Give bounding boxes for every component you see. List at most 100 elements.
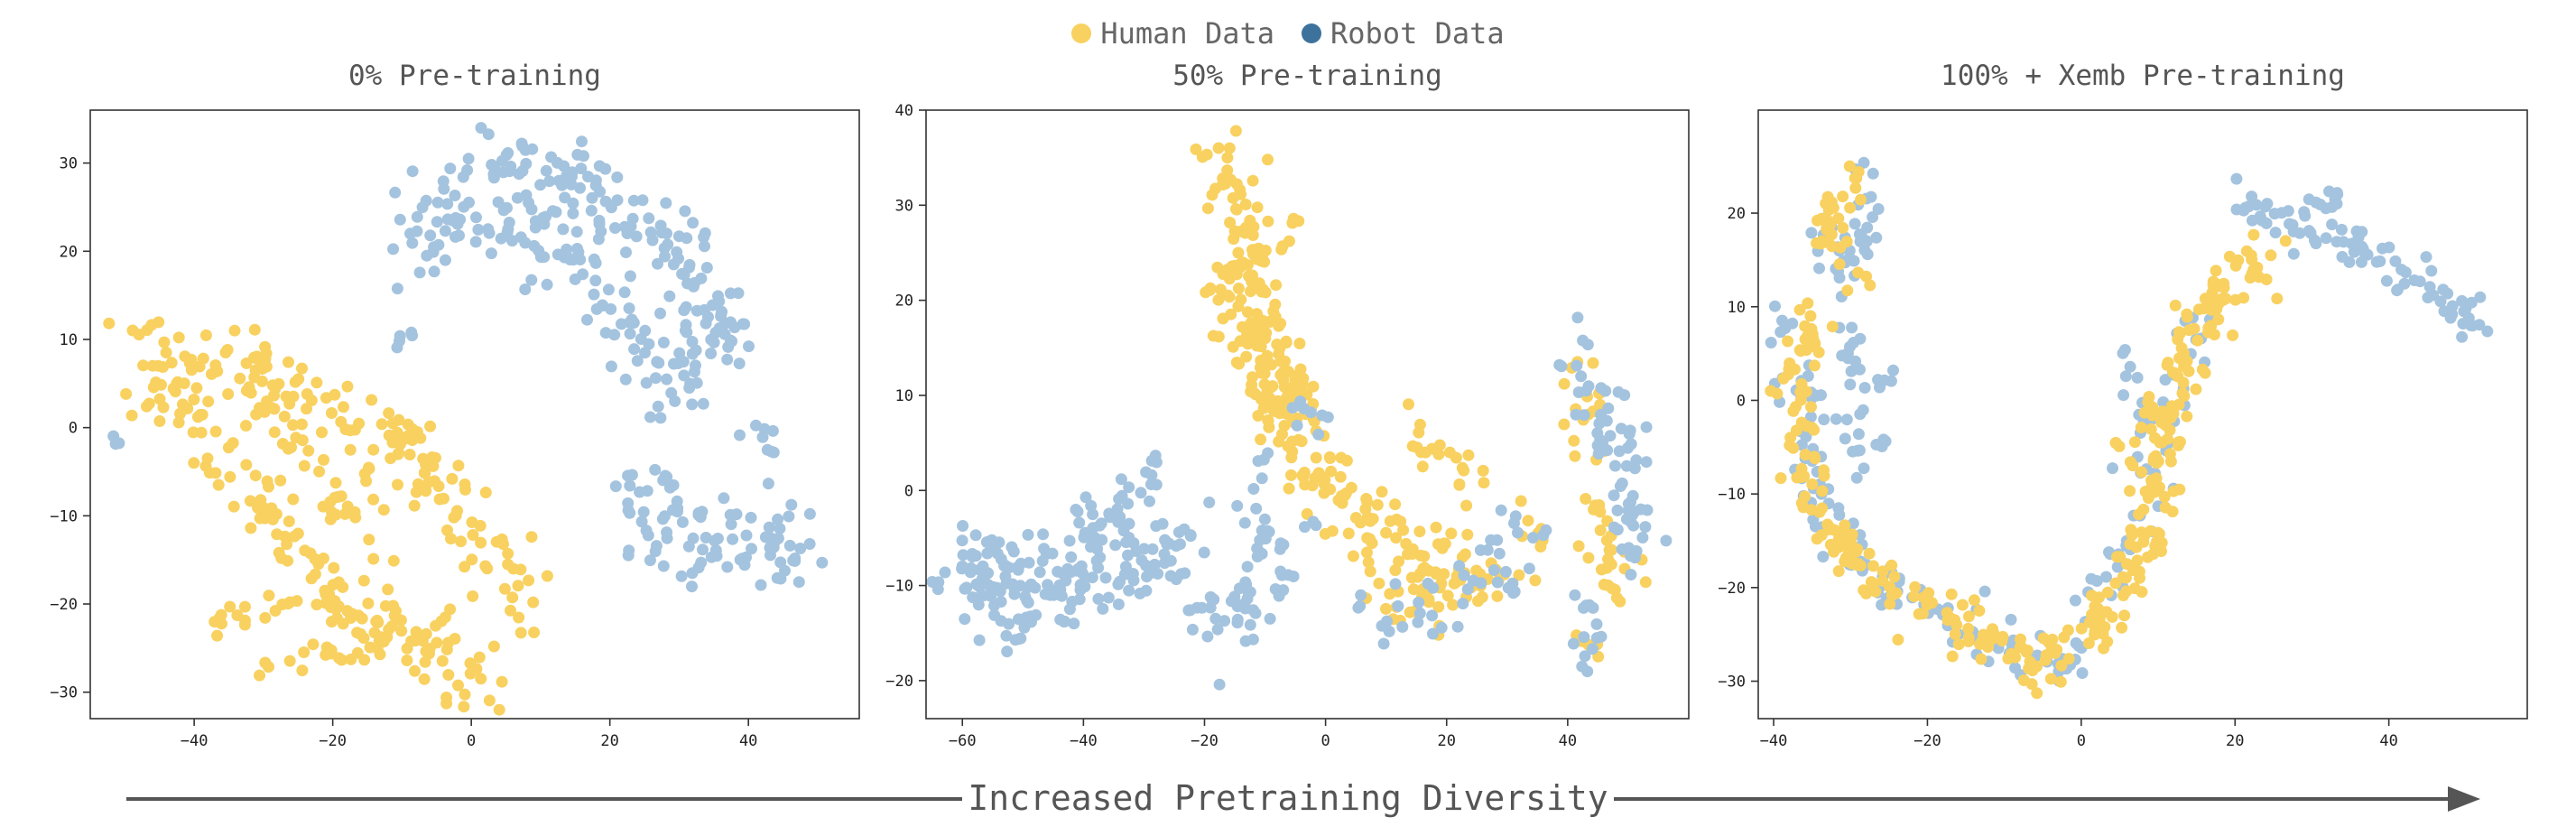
- robot-data-point: [1065, 551, 1078, 563]
- legend-entry-robot: Robot Data: [1302, 16, 1505, 51]
- robot-data-point: [1144, 561, 1157, 573]
- human-data-point: [187, 426, 199, 439]
- robot-data-point: [1427, 581, 1440, 594]
- robot-data-point: [593, 214, 606, 227]
- human-data-point: [1269, 298, 1282, 311]
- robot-data-point: [999, 571, 1012, 582]
- human-data-point: [1251, 201, 1264, 214]
- human-data-point: [269, 383, 282, 395]
- robot-data-point: [816, 556, 829, 569]
- robot-data-point: [1144, 495, 1155, 507]
- human-data-point: [141, 400, 153, 413]
- human-data-point: [419, 467, 431, 479]
- human-data-point: [1973, 605, 1986, 617]
- robot-data-point: [1024, 610, 1037, 623]
- human-data-point: [219, 347, 232, 358]
- robot-data-point: [586, 191, 598, 204]
- human-data-point: [261, 395, 273, 407]
- human-data-point: [2015, 641, 2027, 654]
- robot-data-point: [558, 160, 570, 172]
- human-data-point: [1433, 439, 1446, 451]
- human-data-point: [2137, 535, 2150, 548]
- robot-data-point: [712, 290, 724, 302]
- human-data-point: [1795, 416, 1808, 429]
- robot-data-point: [657, 336, 670, 348]
- human-data-point: [324, 496, 337, 508]
- robot-data-point: [444, 163, 457, 175]
- x-tick-label: 0: [2077, 732, 2086, 749]
- robot-data-point: [973, 634, 986, 646]
- human-data-point: [2124, 456, 2136, 469]
- robot-data-point: [1022, 528, 1034, 541]
- y-tick-label: 20: [895, 293, 913, 311]
- human-data-point: [1373, 577, 1385, 590]
- robot-data-point: [2005, 613, 2017, 626]
- robot-data-point: [590, 302, 603, 315]
- robot-data-point: [2085, 572, 2098, 585]
- human-data-point: [1241, 324, 1254, 337]
- human-data-point: [1811, 533, 1823, 545]
- series-robot-data: [1765, 156, 2494, 687]
- human-data-point: [444, 603, 457, 616]
- human-data-point: [1849, 181, 1862, 194]
- robot-data-point: [627, 194, 640, 207]
- human-data-point: [383, 429, 395, 441]
- human-data-legend-marker: [1071, 23, 1092, 43]
- robot-data-point: [705, 333, 718, 346]
- human-data-point: [1323, 451, 1336, 463]
- human-data-point: [1453, 478, 1466, 490]
- human-data-point: [1461, 528, 1474, 541]
- y-tick-label: 20: [1728, 205, 1746, 223]
- human-data-point: [1816, 485, 1829, 497]
- human-data-point: [1836, 535, 1849, 548]
- human-data-point: [2138, 406, 2151, 419]
- x-tick-label: 20: [1438, 732, 1456, 749]
- robot-data-point: [1580, 385, 1592, 397]
- robot-data-point: [1609, 460, 1621, 472]
- robot-data-point: [1861, 221, 1874, 234]
- robot-data-point: [721, 353, 734, 366]
- robot-data-point: [1805, 227, 1818, 239]
- y-tick-label: −10: [50, 507, 78, 525]
- robot-data-point: [1885, 375, 1897, 387]
- robot-data-point: [574, 254, 587, 265]
- robot-data-point: [1208, 593, 1220, 606]
- human-data-point: [2109, 437, 2122, 449]
- robot-data-point: [755, 579, 767, 591]
- human-data-point: [392, 478, 403, 491]
- robot-data-point: [1622, 497, 1635, 510]
- human-data-point: [2232, 254, 2245, 266]
- robot-data-point: [1211, 623, 1224, 636]
- robot-data-point: [957, 520, 969, 532]
- robot-data-point: [2420, 251, 2432, 264]
- robot-data-point: [2442, 287, 2454, 300]
- human-data-point: [2145, 525, 2156, 537]
- robot-data-point: [1068, 618, 1080, 630]
- robot-data-point: [1090, 554, 1103, 567]
- y-tick-label: −30: [50, 684, 78, 702]
- human-data-point: [2086, 590, 2098, 602]
- robot-data-point: [2118, 344, 2131, 356]
- robot-data-point: [690, 344, 702, 357]
- human-data-point: [2143, 391, 2155, 403]
- robot-data-point: [1458, 569, 1470, 581]
- human-data-point: [2136, 526, 2148, 539]
- human-data-point: [1639, 576, 1652, 589]
- human-data-point: [172, 416, 185, 429]
- robot-data-point: [1114, 511, 1126, 523]
- robot-data-point: [738, 318, 751, 330]
- robot-data-point: [1273, 590, 1285, 602]
- human-data-point: [1280, 335, 1293, 348]
- robot-data-point: [644, 411, 656, 423]
- robot-data-point: [1097, 602, 1109, 615]
- robot-data-point: [1833, 272, 1846, 284]
- human-data-point: [1799, 490, 1812, 503]
- human-data-point: [1282, 440, 1294, 452]
- human-data-point: [395, 625, 408, 637]
- robot-data-point: [1600, 414, 1613, 427]
- robot-data-point: [1804, 411, 1817, 423]
- human-data-point: [2177, 376, 2190, 389]
- human-data-point: [1840, 236, 1853, 248]
- human-data-point: [1867, 578, 1879, 590]
- human-data-point: [1326, 525, 1339, 537]
